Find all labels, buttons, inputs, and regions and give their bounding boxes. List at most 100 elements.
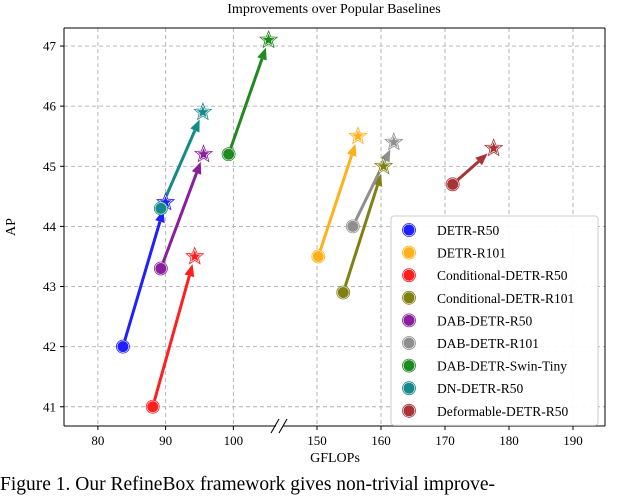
legend-swatch-ring: [402, 223, 416, 237]
refined-point: [484, 138, 503, 157]
y-tick-label: 45: [43, 159, 56, 174]
baseline-point-ring: [153, 201, 168, 216]
arrow-head: [475, 153, 488, 166]
refined-point: [185, 246, 205, 265]
legend-swatch: [402, 223, 416, 237]
baseline-point: [154, 261, 168, 275]
legend: DETR-R50 DETR-R101 Conditional-DETR-R50 Con…: [390, 215, 599, 426]
chart-title: Improvements over Popular Baselines: [227, 2, 440, 17]
refined-point: [374, 156, 393, 175]
legend-swatch: [402, 359, 416, 373]
legend-label: Conditional-DETR-R101: [437, 291, 574, 306]
refined-point: [348, 126, 368, 145]
axis-break-mark: [278, 418, 288, 434]
refined-point-outline: [348, 126, 368, 145]
baseline-point-ring: [311, 249, 326, 264]
x-tick-label: 80: [91, 433, 104, 448]
arrow-head: [257, 47, 267, 61]
refined-point-outline: [193, 102, 213, 121]
baseline-point-ring: [445, 177, 460, 192]
legend-swatch: [402, 291, 416, 305]
x-tick-label: 180: [499, 433, 519, 448]
legend-swatch: [402, 313, 416, 327]
legend-swatch-ring: [402, 268, 416, 283]
figure-caption: Figure 1. Our RefineBox framework gives …: [0, 474, 495, 495]
x-tick-label: 100: [224, 433, 244, 448]
arrow-shaft: [227, 58, 264, 155]
legend-label: DAB-DETR-R101: [437, 336, 539, 351]
legend-label: DN-DETR-R50: [437, 381, 523, 396]
legend-label: Deformable-DETR-R50: [437, 404, 568, 419]
baseline-point: [154, 201, 168, 215]
legend-label: DAB-DETR-Swin-Tiny: [437, 359, 567, 374]
legend-label: DAB-DETR-R50: [437, 313, 532, 328]
x-tick-label: 170: [435, 433, 455, 448]
legend-swatch-ring: [402, 290, 416, 305]
chart-canvas: Improvements over Popular Baselines 80 90…: [4, 2, 606, 466]
arrow-shaft: [341, 184, 379, 293]
legend-box: [390, 215, 599, 426]
arrow-head: [191, 161, 202, 175]
refined-point: [259, 30, 278, 48]
y-tick-label: 41: [43, 399, 56, 414]
refined-point-outline: [258, 29, 279, 49]
refined-point-outline: [373, 156, 394, 175]
arrow-head: [346, 143, 357, 157]
arrow-head: [184, 264, 195, 278]
x-tick-label: 150: [307, 433, 327, 448]
refined-point: [384, 132, 404, 151]
legend-label: Conditional-DETR-R50: [437, 268, 568, 283]
baseline-point-ring: [336, 285, 351, 300]
baseline-point: [336, 286, 350, 300]
legend-swatch-ring: [402, 403, 416, 418]
axis-break-mark: [270, 418, 280, 434]
baseline-point: [116, 340, 130, 354]
baseline-point-ring: [116, 339, 130, 354]
legend-swatch: [402, 404, 416, 418]
y-tick-label: 46: [43, 99, 57, 114]
legend-swatch: [402, 381, 416, 395]
baseline-point: [222, 147, 236, 161]
x-axis-label: GFLOPs: [310, 451, 360, 466]
axes: [60, 27, 606, 434]
arrow-shaft: [151, 275, 191, 408]
y-axis-label: AP: [4, 218, 19, 236]
legend-swatch-ring: [402, 358, 416, 373]
baseline-point: [446, 177, 460, 191]
refined-point: [193, 102, 213, 121]
legend-swatch-ring: [402, 336, 416, 350]
baseline-point: [311, 249, 325, 263]
refined-point: [194, 144, 213, 163]
refined-point-outline: [185, 246, 205, 265]
legend-label: DETR-R101: [437, 246, 506, 261]
data-markers: [116, 29, 504, 414]
legend-swatch: [402, 336, 416, 350]
baseline-point-ring: [221, 147, 236, 162]
arrow-head: [190, 119, 200, 133]
y-tick-label: 42: [43, 339, 56, 354]
baseline-point: [146, 400, 160, 414]
x-tick-label: 190: [563, 433, 583, 448]
baseline-point: [346, 219, 360, 233]
x-tick-label: 90: [159, 433, 172, 448]
y-tick-label: 43: [43, 279, 56, 294]
arrow-shaft: [316, 154, 354, 257]
y-tick-label: 44: [43, 219, 57, 234]
arrow-shaft: [159, 172, 198, 270]
refined-point-outline: [193, 144, 214, 163]
arrow-shaft: [121, 221, 162, 348]
refined-point-outline: [384, 132, 404, 151]
tick-labels: 80 90 100 150 160 170 180 190 41 42 43 44 45 46 47: [43, 39, 583, 448]
legend-swatch-ring: [402, 381, 416, 396]
y-tick-label: 47: [43, 39, 57, 54]
legend-swatch: [402, 268, 416, 282]
x-tick-label: 160: [371, 433, 391, 448]
legend-label: DETR-R50: [437, 223, 499, 238]
baseline-point-ring: [145, 399, 160, 414]
legend-swatch: [402, 246, 416, 260]
baseline-point-ring: [345, 219, 360, 234]
legend-swatch-ring: [402, 245, 416, 260]
refined-point-outline: [484, 138, 504, 157]
baseline-point-ring: [153, 261, 168, 276]
legend-swatch-ring: [402, 313, 416, 328]
